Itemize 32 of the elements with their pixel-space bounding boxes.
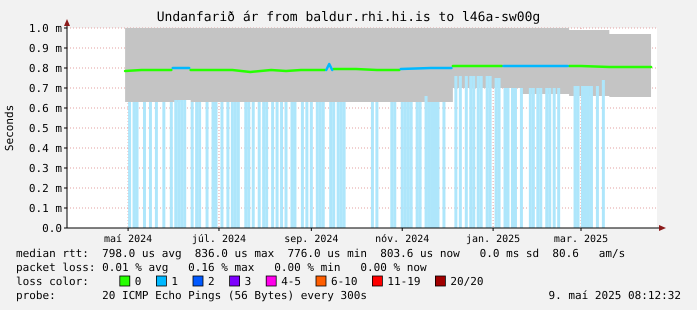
y-tick-label: 0.6 m — [28, 102, 62, 115]
y-tick-label: 0.3 m — [28, 162, 62, 175]
legend-label: 2 — [208, 275, 215, 288]
y-axis-title: Seconds — [3, 104, 16, 152]
text: packet loss: 0.01 % avg 0.16 % max 0.00 % min 0.00 % now — [16, 261, 427, 274]
text: 9. maí 2025 08:12:32 — [548, 289, 681, 302]
y-tick-label: 0.2 m — [28, 182, 62, 195]
y-tick-label: 0.5 m — [28, 122, 62, 135]
x-tick-label: sep. 2024 — [284, 234, 338, 245]
x-tick-label: júl. 2024 — [192, 234, 246, 245]
chart-title: Undanfarið ár from baldur.rhi.hi.is to l46a-sw00g — [156, 10, 540, 25]
x-tick-label: jan. 2025 — [466, 234, 520, 245]
legend-label: 11-19 — [387, 275, 421, 288]
text: probe: 20 ICMP Echo Pings (56 Bytes) every 300s — [16, 289, 367, 302]
y-tick-label: 0.0 — [42, 222, 62, 235]
y-tick-label: 1.0 m — [28, 22, 62, 35]
y-tick-label: 0.4 m — [28, 142, 62, 155]
y-tick-label: 0.9 m — [28, 42, 62, 55]
x-tick-label: maí 2024 — [104, 234, 152, 245]
legend-label: 1 — [171, 275, 178, 288]
x-tick-label: nóv. 2024 — [375, 234, 430, 245]
legend-label: 0 — [134, 275, 142, 288]
legend-label: 3 — [244, 275, 252, 288]
legend-title: loss color: — [16, 275, 89, 288]
legend-label: 6-10 — [331, 275, 358, 288]
text: median rtt: 798.0 us avg 836.0 us max 776.0 us min 803.6 us now 0.0 ms sd 80.6 am/s — [16, 247, 626, 260]
legend-label: 20/20 — [450, 275, 484, 288]
y-tick-label: 0.8 m — [28, 62, 62, 75]
y-tick-label: 0.1 m — [28, 202, 62, 215]
x-tick-label: mar. 2025 — [554, 234, 608, 245]
y-tick-label: 0.7 m — [28, 82, 62, 95]
legend-label: 4-5 — [281, 275, 302, 288]
